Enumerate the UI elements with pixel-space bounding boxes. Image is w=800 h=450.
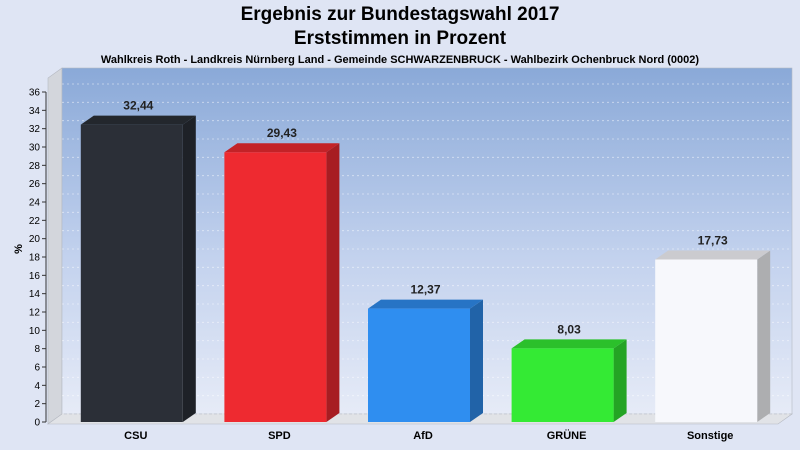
x-tick-label: Sonstige — [687, 430, 733, 442]
bar-front — [511, 348, 614, 422]
bar-afd: 12,37 — [368, 283, 483, 422]
data-label: 8,03 — [557, 322, 581, 336]
y-tick-label: 32 — [29, 124, 41, 135]
y-tick-label: 8 — [34, 344, 40, 355]
plot-left-wall — [47, 67, 63, 425]
bar-top — [80, 115, 196, 125]
y-tick-label: 30 — [29, 143, 41, 154]
data-label: 29,43 — [267, 126, 297, 140]
y-tick-label: 22 — [29, 216, 41, 227]
chart-subtitle: Wahlkreis Roth - Landkreis Nürnberg Land… — [100, 54, 700, 66]
y-tick-label: 24 — [29, 198, 41, 209]
y-tick-label: 4 — [34, 381, 40, 392]
bar-side — [757, 250, 771, 422]
bar-spd: 29,43 — [224, 126, 340, 422]
y-tick-label: 6 — [34, 363, 40, 374]
bar-top — [511, 339, 627, 349]
y-tick-label: 14 — [29, 289, 41, 300]
bar-front — [655, 259, 758, 422]
y-tick-label: 12 — [29, 308, 41, 319]
bar-sonstige: 17,73 — [655, 233, 771, 422]
y-axis-label: % — [13, 244, 25, 254]
bar-side — [470, 299, 483, 422]
chart-title: Ergebnis zur Bundestagswahl 2017 — [240, 4, 560, 25]
y-tick-label: 10 — [29, 326, 41, 337]
y-tick-label: 26 — [29, 179, 41, 190]
y-tick-label: 36 — [29, 88, 41, 99]
bar-top — [224, 143, 340, 153]
y-tick-label: 28 — [29, 161, 41, 172]
bar-top — [655, 250, 771, 260]
bar-side — [182, 115, 196, 422]
x-tick-label: SPD — [268, 430, 291, 442]
bar-front — [368, 308, 470, 422]
bar-grüne: 8,03 — [511, 322, 627, 422]
bar-side — [613, 339, 627, 422]
x-tick-label: AfD — [413, 430, 433, 442]
data-label: 32,44 — [123, 99, 153, 113]
bar-front — [80, 124, 183, 422]
y-tick-label: 34 — [29, 106, 41, 117]
y-tick-label: 2 — [34, 399, 40, 410]
bar-csu: 32,44 — [80, 99, 196, 422]
data-label: 12,37 — [410, 283, 440, 297]
bar-front — [224, 152, 327, 422]
x-tick-label: CSU — [124, 430, 147, 442]
y-tick-label: 0 — [34, 418, 40, 429]
bar-side — [326, 143, 340, 422]
chart-subtitle-line: Erststimmen in Prozent — [293, 28, 507, 49]
y-tick-label: 20 — [29, 234, 41, 245]
x-tick-label: GRÜNE — [547, 429, 587, 442]
y-tick-label: 16 — [29, 271, 41, 282]
data-label: 17,73 — [698, 233, 728, 247]
y-tick-label: 18 — [29, 253, 41, 264]
bar-top — [368, 299, 483, 309]
